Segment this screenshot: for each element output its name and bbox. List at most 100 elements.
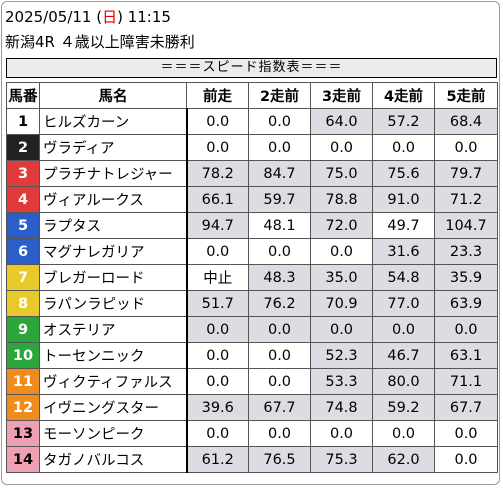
speed-index-cell: 66.1 bbox=[186, 186, 249, 213]
horse-name-cell: ヴィクティファルス bbox=[39, 368, 188, 395]
speed-index-cell: 0.0 bbox=[248, 134, 311, 161]
speed-index-cell: 51.7 bbox=[186, 290, 249, 317]
speed-index-cell: 0.0 bbox=[248, 316, 311, 343]
horse-number-cell: 9 bbox=[6, 316, 40, 343]
speed-index-cell: 0.0 bbox=[372, 134, 435, 161]
horse-name-cell: ヴラディア bbox=[39, 134, 188, 161]
speed-index-cell: 0.0 bbox=[434, 446, 498, 473]
header-3-races-ago: 3走前 bbox=[310, 82, 373, 109]
speed-index-cell: 71.1 bbox=[434, 368, 498, 395]
speed-index-cell: 74.8 bbox=[310, 394, 373, 421]
speed-index-cell: 0.0 bbox=[186, 342, 249, 369]
horse-number-cell: 7 bbox=[6, 264, 40, 291]
table-row: 13 モーソンピーク 0.0 0.0 0.0 0.0 0.0 bbox=[6, 420, 498, 447]
table-row: 9 オステリア 0.0 0.0 0.0 0.0 0.0 bbox=[6, 316, 498, 343]
speed-index-cell: 0.0 bbox=[434, 420, 498, 447]
speed-index-cell: 71.2 bbox=[434, 186, 498, 213]
date-prefix: 2025/05/11 ( bbox=[5, 8, 103, 26]
speed-index-cell: 76.2 bbox=[248, 290, 311, 317]
speed-index-cell: 77.0 bbox=[372, 290, 435, 317]
horse-name-cell: タガノバルコス bbox=[39, 446, 188, 473]
horse-number-cell: 12 bbox=[6, 394, 40, 421]
horse-number-cell: 8 bbox=[6, 290, 40, 317]
speed-index-cell: 49.7 bbox=[372, 212, 435, 239]
horse-number-cell: 11 bbox=[6, 368, 40, 395]
header-2-races-ago: 2走前 bbox=[248, 82, 311, 109]
speed-index-cell: 0.0 bbox=[186, 316, 249, 343]
horse-number-cell: 4 bbox=[6, 186, 40, 213]
header-4-races-ago: 4走前 bbox=[372, 82, 435, 109]
table-row: 14 タガノバルコス 61.2 76.5 75.3 62.0 0.0 bbox=[6, 446, 498, 473]
table-row: 3 プラチナトレジャー 78.2 84.7 75.0 75.6 79.7 bbox=[6, 160, 498, 187]
speed-index-cell: 0.0 bbox=[310, 316, 373, 343]
table-row: 8 ラパンラピッド 51.7 76.2 70.9 77.0 63.9 bbox=[6, 290, 498, 317]
speed-index-cell: 31.6 bbox=[372, 238, 435, 265]
horse-name-cell: モーソンピーク bbox=[39, 420, 188, 447]
table-row: 1 ヒルズカーン 0.0 0.0 64.0 57.2 68.4 bbox=[6, 108, 498, 135]
horse-name-cell: トーセンニック bbox=[39, 342, 188, 369]
speed-index-cell: 48.1 bbox=[248, 212, 311, 239]
table-header-row: 馬番 馬名 前走 2走前 3走前 4走前 5走前 bbox=[6, 82, 498, 109]
horse-number-cell: 6 bbox=[6, 238, 40, 265]
speed-index-cell: 76.5 bbox=[248, 446, 311, 473]
horse-name-cell: イヴニングスター bbox=[39, 394, 188, 421]
speed-index-cell: 63.9 bbox=[434, 290, 498, 317]
speed-index-cell: 78.8 bbox=[310, 186, 373, 213]
speed-index-cell: 0.0 bbox=[248, 238, 311, 265]
speed-index-cell: 63.1 bbox=[434, 342, 498, 369]
header-last-race: 前走 bbox=[186, 82, 249, 109]
horse-number-cell: 2 bbox=[6, 134, 40, 161]
speed-index-cell: 46.7 bbox=[372, 342, 435, 369]
horse-name-cell: ラプタス bbox=[39, 212, 188, 239]
race-title: 新潟4R ４歳以上障害未勝利 bbox=[5, 33, 195, 51]
speed-index-cell: 23.3 bbox=[434, 238, 498, 265]
speed-index-cell: 53.3 bbox=[310, 368, 373, 395]
speed-index-cell: 72.0 bbox=[310, 212, 373, 239]
table-row: 5 ラプタス 94.7 48.1 72.0 49.7 104.7 bbox=[6, 212, 498, 239]
speed-index-cell: 35.0 bbox=[310, 264, 373, 291]
speed-index-cell: 75.0 bbox=[310, 160, 373, 187]
speed-index-cell: 79.7 bbox=[434, 160, 498, 187]
speed-index-cell: 78.2 bbox=[186, 160, 249, 187]
table-row: 4 ヴィアルークス 66.1 59.7 78.8 91.0 71.2 bbox=[6, 186, 498, 213]
speed-index-cell: 0.0 bbox=[372, 420, 435, 447]
speed-index-cell: 67.7 bbox=[248, 394, 311, 421]
speed-index-cell: 35.9 bbox=[434, 264, 498, 291]
table-row: 10 トーセンニック 0.0 0.0 52.3 46.7 63.1 bbox=[6, 342, 498, 369]
speed-index-banner: ＝＝＝スピード指数表＝＝＝ bbox=[6, 58, 497, 78]
speed-index-cell: 70.9 bbox=[310, 290, 373, 317]
speed-index-cell: 59.7 bbox=[248, 186, 311, 213]
horse-name-cell: オステリア bbox=[39, 316, 188, 343]
horse-number-cell: 3 bbox=[6, 160, 40, 187]
speed-index-cell: 0.0 bbox=[186, 420, 249, 447]
speed-index-cell: 52.3 bbox=[310, 342, 373, 369]
speed-index-cell: 0.0 bbox=[248, 342, 311, 369]
horse-name-cell: ヴィアルークス bbox=[39, 186, 188, 213]
speed-index-cell: 0.0 bbox=[248, 368, 311, 395]
race-datetime: 2025/05/11 (日) 11:15 bbox=[5, 8, 171, 26]
speed-index-cell: 0.0 bbox=[186, 108, 249, 135]
speed-index-cell: 75.6 bbox=[372, 160, 435, 187]
table-row: 2 ヴラディア 0.0 0.0 0.0 0.0 0.0 bbox=[6, 134, 498, 161]
speed-index-cell: 0.0 bbox=[434, 316, 498, 343]
speed-index-cell: 48.3 bbox=[248, 264, 311, 291]
date-suffix: ) 11:15 bbox=[117, 8, 171, 26]
speed-index-cell: 0.0 bbox=[186, 368, 249, 395]
speed-index-cell: 61.2 bbox=[186, 446, 249, 473]
speed-index-cell: 75.3 bbox=[310, 446, 373, 473]
header-horse-name: 馬名 bbox=[39, 82, 187, 109]
speed-index-table: 馬番 馬名 前走 2走前 3走前 4走前 5走前 1 ヒルズカーン 0.0 0.0 64… bbox=[6, 82, 498, 473]
speed-index-cell: 59.2 bbox=[372, 394, 435, 421]
speed-index-cell: 0.0 bbox=[434, 134, 498, 161]
speed-index-cell: 中止 bbox=[186, 264, 249, 291]
speed-index-cell: 0.0 bbox=[372, 316, 435, 343]
horse-name-cell: マグナレガリア bbox=[39, 238, 188, 265]
speed-index-cell: 0.0 bbox=[310, 420, 373, 447]
horse-name-cell: ブレガーロード bbox=[39, 264, 188, 291]
speed-index-cell: 64.0 bbox=[310, 108, 373, 135]
horse-number-cell: 14 bbox=[6, 446, 40, 473]
speed-index-cell: 91.0 bbox=[372, 186, 435, 213]
header-horse-number: 馬番 bbox=[6, 82, 40, 109]
speed-index-cell: 68.4 bbox=[434, 108, 498, 135]
